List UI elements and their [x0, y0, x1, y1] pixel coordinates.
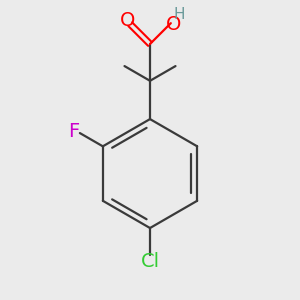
Text: F: F: [68, 122, 80, 141]
Text: Cl: Cl: [140, 252, 160, 272]
Text: O: O: [166, 15, 181, 34]
Text: O: O: [120, 11, 136, 30]
Text: H: H: [174, 7, 185, 22]
